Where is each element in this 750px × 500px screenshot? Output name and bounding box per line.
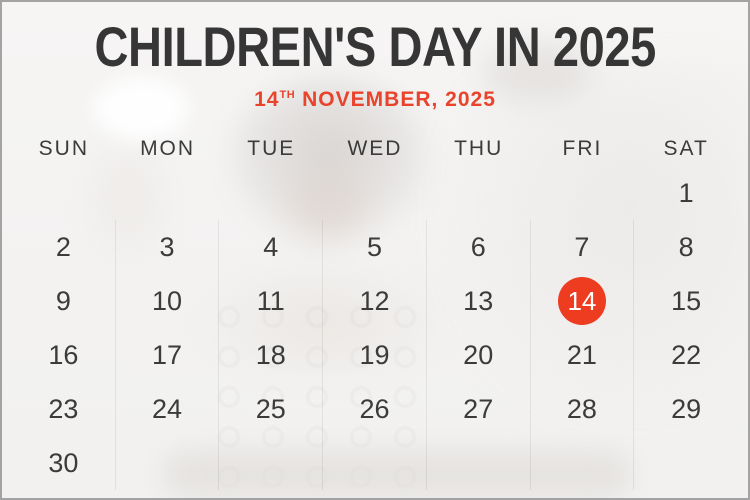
date-number: 4 <box>263 231 279 262</box>
date-cell-15: 15 <box>634 274 738 328</box>
weekday-label-tue: TUE <box>247 137 296 160</box>
date-number: 6 <box>470 231 486 262</box>
weekday-label-sun: SUN <box>38 137 90 160</box>
page-title: CHILDREN'S DAY IN 2025 <box>2 15 748 78</box>
date-number: 7 <box>574 231 590 262</box>
date-number: 15 <box>671 285 702 316</box>
date-cell-3: 3 <box>116 220 220 274</box>
date-cell-11: 11 <box>219 274 324 328</box>
date-number: 26 <box>359 393 390 424</box>
date-number: 12 <box>359 285 390 316</box>
weekday-label-sat: SAT <box>663 137 709 160</box>
date-cell-13: 13 <box>427 274 531 328</box>
date-number: 9 <box>55 285 71 316</box>
weekday-header-row: SUN MON TUE WED THU FRI SAT <box>12 132 738 166</box>
date-number: 29 <box>671 393 702 424</box>
date-cell-empty <box>531 436 635 490</box>
date-cell-21: 21 <box>531 328 635 382</box>
date-number: 22 <box>671 339 702 370</box>
page-title-text: CHILDREN'S DAY IN 2025 <box>94 15 656 78</box>
date-cell-empty <box>427 166 531 220</box>
date-cell-empty <box>12 166 116 220</box>
subtitle-month-year: NOVEMBER, 2025 <box>302 88 496 111</box>
date-cell-4: 4 <box>219 220 324 274</box>
date-number: 8 <box>678 231 694 262</box>
date-cell-14: 14 <box>531 274 635 328</box>
subtitle-ordinal: TH <box>279 89 296 101</box>
date-cell-6: 6 <box>427 220 531 274</box>
date-cell-18: 18 <box>219 328 324 382</box>
date-number: 17 <box>152 339 183 370</box>
weekday-label-wed: WED <box>347 137 403 160</box>
date-cell-9: 9 <box>12 274 116 328</box>
date-cell-empty <box>219 166 323 220</box>
date-cell-5: 5 <box>323 220 427 274</box>
date-number: 28 <box>566 393 597 424</box>
date-number: 24 <box>152 393 183 424</box>
date-cell-empty <box>219 436 324 490</box>
highlighted-date-badge: 14 <box>557 277 606 325</box>
date-cell-empty <box>427 436 531 490</box>
date-cell-empty <box>116 436 220 490</box>
date-cell-16: 16 <box>12 328 116 382</box>
weekday-label-thu: THU <box>454 137 504 160</box>
date-number: 10 <box>152 285 183 316</box>
weekday-label-fri: FRI <box>562 137 603 160</box>
subtitle-date: 14TH NOVEMBER, 2025 <box>2 88 748 112</box>
date-cell-empty <box>116 166 220 220</box>
calendar-weeks: 1 2 3 4 5 6 7 8 9 10 11 12 13 14 15 16 17 18 19 20 21 22 23 24 2… <box>12 166 738 490</box>
date-number: 19 <box>359 339 390 370</box>
date-number: 2 <box>55 231 71 262</box>
date-cell-12: 12 <box>323 274 427 328</box>
date-cell-7: 7 <box>531 220 635 274</box>
date-cell-10: 10 <box>116 274 220 328</box>
date-number: 1 <box>678 177 694 208</box>
date-number: 25 <box>255 393 286 424</box>
calendar-grid: SUN MON TUE WED THU FRI SAT 1 2 3 4 5 6 7 8 9 10 11 12 13 1… <box>12 132 738 490</box>
date-number: 11 <box>256 285 285 316</box>
date-cell-empty <box>323 166 427 220</box>
date-cell-8: 8 <box>634 220 738 274</box>
date-cell-19: 19 <box>323 328 427 382</box>
date-number: 5 <box>366 231 382 262</box>
date-number: 27 <box>463 393 494 424</box>
date-cell-23: 23 <box>12 382 116 436</box>
date-cell-28: 28 <box>531 382 635 436</box>
date-number: 23 <box>48 393 79 424</box>
date-number: 30 <box>48 447 79 478</box>
date-cell-20: 20 <box>427 328 531 382</box>
date-cell-17: 17 <box>116 328 220 382</box>
date-cell-22: 22 <box>634 328 738 382</box>
date-number: 3 <box>159 231 175 262</box>
date-cell-24: 24 <box>116 382 220 436</box>
date-cell-29: 29 <box>634 382 738 436</box>
date-cell-empty <box>323 436 427 490</box>
date-cell-1: 1 <box>634 166 738 220</box>
date-cell-empty <box>634 436 738 490</box>
date-cell-empty <box>531 166 635 220</box>
date-number: 13 <box>463 285 494 316</box>
date-cell-26: 26 <box>323 382 427 436</box>
date-number: 18 <box>255 339 286 370</box>
date-number: 20 <box>463 339 494 370</box>
date-number: 16 <box>48 339 79 370</box>
weekday-label-mon: MON <box>140 137 196 160</box>
subtitle-day: 14 <box>254 88 280 111</box>
date-cell-30: 30 <box>12 436 116 490</box>
date-cell-25: 25 <box>219 382 324 436</box>
date-cell-27: 27 <box>427 382 531 436</box>
date-cell-2: 2 <box>12 220 116 274</box>
date-number: 21 <box>566 339 597 370</box>
